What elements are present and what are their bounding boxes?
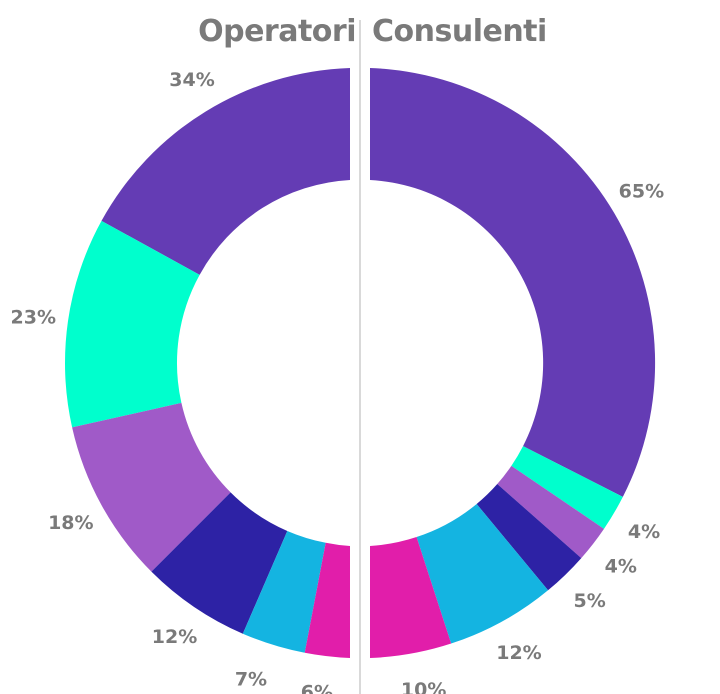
operatori-label-4: 12%	[152, 626, 197, 648]
consulenti-segment-5	[416, 504, 549, 644]
consulenti-label-4: 5%	[574, 590, 606, 612]
operatori-segment-1	[101, 68, 350, 275]
consulenti-label-5: 12%	[496, 642, 541, 664]
consulenti-segment-6	[370, 537, 452, 658]
consulenti-segment-4	[476, 484, 582, 591]
consulenti-label-2: 4%	[628, 521, 660, 543]
operatori-segment-3	[72, 402, 231, 572]
operatori-segment-4	[151, 492, 288, 634]
operatori-label-1: 34%	[169, 69, 214, 91]
consulenti-segment-1	[370, 68, 656, 497]
consulenti-label-6: 10%	[401, 679, 446, 694]
consulenti-segment-2	[511, 446, 623, 529]
operatori-segment-5	[242, 530, 326, 653]
consulenti-segment-3	[497, 465, 604, 559]
operatori-segment-2	[65, 220, 200, 428]
operatori-label-6: 6%	[301, 682, 333, 694]
operatori-label-3: 18%	[48, 512, 93, 534]
consulenti-label-1: 65%	[619, 181, 664, 203]
operatori-label-5: 7%	[235, 668, 267, 690]
operatori-segment-6	[304, 542, 350, 658]
consulenti-header: Consulenti	[372, 14, 547, 49]
operatori-label-2: 23%	[11, 307, 56, 329]
operatori-header: Operatori	[198, 14, 356, 49]
consulenti-label-3: 4%	[605, 555, 637, 577]
